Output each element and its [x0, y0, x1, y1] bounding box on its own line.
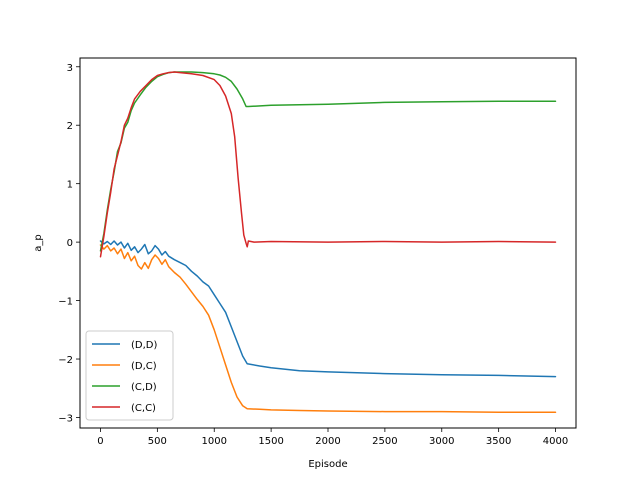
- x-axis-label: Episode: [308, 459, 347, 470]
- x-tick-label: 500: [148, 436, 167, 447]
- x-tick-label: 3000: [429, 436, 454, 447]
- y-tick-label: −1: [58, 297, 73, 308]
- y-axis-label: a_p: [33, 234, 44, 251]
- x-tick-label: 1500: [258, 436, 283, 447]
- y-tick-label: 2: [67, 121, 73, 132]
- y-tick-label: 1: [67, 180, 73, 191]
- series-line-4: [99, 71, 557, 258]
- legend-label-2: (D,C): [131, 361, 157, 372]
- legend-label-3: (C,D): [131, 382, 157, 393]
- x-tick-label: 1000: [202, 436, 227, 447]
- x-tick-label: 2000: [315, 436, 340, 447]
- legend-label-1: (D,D): [131, 340, 157, 351]
- x-tick-label: 2500: [372, 436, 397, 447]
- y-axis: −3 −2 −1 0 1 2 3: [58, 63, 80, 424]
- legend: (D,D) (D,C) (C,D) (C,C): [85, 330, 174, 421]
- x-tick-label: 4000: [543, 436, 568, 447]
- series-line-1: [99, 240, 557, 378]
- y-tick-label: −3: [58, 413, 73, 424]
- series-line-2: [99, 244, 557, 413]
- series-layer: [99, 71, 557, 413]
- y-tick-label: −2: [58, 355, 73, 366]
- x-tick-label: 3500: [486, 436, 511, 447]
- legend-frame: [85, 330, 174, 421]
- x-axis: 0 500 1000 1500 2000 2500 3000 3500 4000: [97, 428, 568, 447]
- y-tick-label: 0: [67, 238, 73, 249]
- x-tick-label: 0: [97, 436, 103, 447]
- legend-label-4: (C,C): [131, 403, 156, 414]
- y-tick-label: 3: [67, 63, 73, 74]
